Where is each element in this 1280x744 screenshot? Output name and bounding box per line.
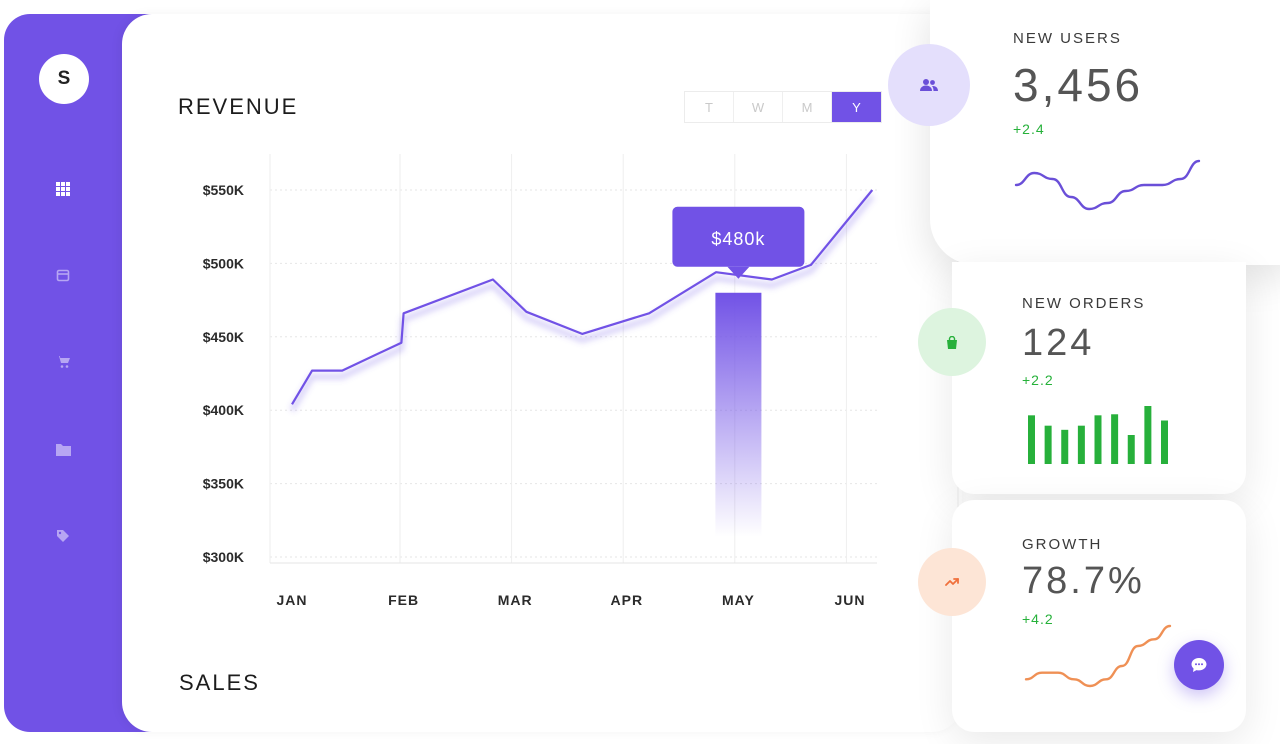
sparkline-bar — [1044, 425, 1052, 464]
main-panel: REVENUE T W M Y $550K $500K $450K $400K $350… — [122, 14, 962, 732]
series-line-shadow — [289, 194, 875, 412]
y-tick-label: $300K — [203, 549, 244, 565]
sales-title: SALES — [179, 670, 260, 695]
new-users-sparkline — [1014, 159, 1201, 211]
x-tick-label: MAY — [722, 592, 755, 608]
series-line — [291, 189, 874, 405]
new-orders-bar-sparkline — [1028, 406, 1168, 464]
y-tick-label: $400K — [203, 402, 244, 418]
sparkline-bar — [1094, 415, 1102, 464]
y-tick-label: $350K — [203, 476, 244, 492]
range-button-t[interactable]: T — [685, 92, 734, 122]
sparkline-bar — [1127, 435, 1135, 464]
new-orders-value: 124 — [1022, 322, 1095, 364]
x-tick-label: JAN — [276, 592, 307, 608]
sparkline-bar — [1077, 425, 1085, 464]
folder-icon[interactable] — [54, 440, 72, 458]
tag-icon[interactable] — [54, 527, 72, 545]
grid-icon[interactable] — [54, 180, 72, 198]
sparkline-bar — [1144, 406, 1152, 464]
growth-sparkline — [1024, 624, 1172, 688]
revenue-title: REVENUE — [178, 94, 299, 119]
chat-button[interactable] — [1174, 640, 1224, 690]
y-tick-label: $500K — [203, 255, 244, 271]
x-tick-label: FEB — [388, 592, 419, 608]
new-users-card: NEW USERS 3,456 +2.4 — [888, 0, 1280, 265]
new-users-label: NEW USERS — [1013, 30, 1122, 47]
new-orders-card: NEW ORDERS 124 +2.2 — [918, 262, 1246, 494]
growth-card: GROWTH 78.7% +4.2 — [918, 500, 1246, 732]
chat-icon — [1191, 658, 1207, 672]
revenue-chart: $550K $500K $450K $400K $350K $300K JAN FEB MAR… — [203, 154, 959, 608]
x-tick-label: JUN — [834, 592, 865, 608]
y-tick-label: $450K — [203, 329, 244, 345]
range-button-w[interactable]: W — [734, 92, 783, 122]
range-button-m[interactable]: M — [783, 92, 832, 122]
cart-icon[interactable] — [54, 353, 72, 371]
tooltip-pointer — [727, 266, 750, 279]
new-users-value: 3,456 — [1013, 59, 1144, 111]
tooltip-value: $480k — [711, 229, 765, 249]
x-tick-label: APR — [611, 592, 644, 608]
highlight-bar[interactable] — [715, 292, 762, 537]
sparkline-line — [1024, 624, 1172, 688]
new-orders-label: NEW ORDERS — [1022, 295, 1146, 312]
range-toggle: T W M Y — [684, 91, 882, 123]
range-button-y[interactable]: Y — [832, 92, 881, 122]
bag-icon — [918, 308, 986, 376]
new-orders-delta: +2.2 — [1022, 372, 1054, 388]
sparkline-bar — [1161, 420, 1168, 464]
users-icon — [888, 44, 970, 126]
new-users-delta: +2.4 — [1013, 121, 1045, 137]
growth-label: GROWTH — [1022, 536, 1103, 553]
growth-delta: +4.2 — [1022, 611, 1054, 627]
y-tick-label: $550K — [203, 182, 244, 198]
x-tick-label: MAR — [498, 592, 533, 608]
sparkline-bar — [1061, 429, 1069, 464]
sparkline-bar — [1028, 415, 1035, 464]
calendar-icon[interactable] — [54, 266, 72, 284]
growth-value: 78.7% — [1022, 560, 1145, 602]
trend-up-icon — [918, 548, 986, 616]
sparkline-line — [1014, 159, 1201, 211]
avatar[interactable]: S — [39, 54, 89, 104]
tooltip-bubble — [672, 206, 805, 267]
sparkline-bar — [1111, 414, 1119, 464]
